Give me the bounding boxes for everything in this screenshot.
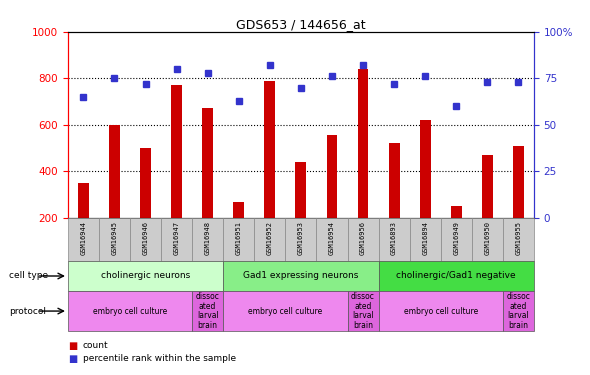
Text: GSM16954: GSM16954 (329, 221, 335, 255)
Text: dissoc
ated
larval
brain: dissoc ated larval brain (196, 292, 219, 330)
Text: protocol: protocol (9, 307, 46, 316)
Bar (68, 217, 99, 261)
Bar (316, 217, 348, 261)
Bar (192, 291, 223, 331)
Bar (409, 217, 441, 261)
Text: dissoc
ated
larval
brain: dissoc ated larval brain (351, 292, 375, 330)
Bar (223, 291, 348, 331)
Text: GSM16956: GSM16956 (360, 221, 366, 255)
Title: GDS653 / 144656_at: GDS653 / 144656_at (236, 18, 366, 31)
Bar (78, 183, 89, 218)
Bar (140, 148, 151, 217)
Bar (348, 291, 379, 331)
Text: GSM16951: GSM16951 (236, 221, 242, 255)
Bar (358, 69, 369, 218)
Text: cell type: cell type (9, 272, 48, 280)
Text: GSM16894: GSM16894 (422, 221, 428, 255)
Text: GSM16945: GSM16945 (112, 221, 117, 255)
Bar (109, 124, 120, 217)
Text: ■: ■ (68, 354, 77, 364)
Bar (513, 146, 524, 218)
Text: GSM16944: GSM16944 (80, 221, 86, 255)
Bar (326, 135, 337, 218)
Bar (68, 291, 192, 331)
Text: GSM16948: GSM16948 (205, 221, 211, 255)
Text: GSM16953: GSM16953 (298, 221, 304, 255)
Bar (419, 120, 431, 218)
Text: GSM16946: GSM16946 (143, 221, 149, 255)
Bar (264, 81, 276, 218)
Text: GSM16893: GSM16893 (391, 221, 397, 255)
Bar (472, 217, 503, 261)
Bar (482, 155, 493, 218)
Bar (233, 202, 244, 217)
Text: Gad1 expressing neurons: Gad1 expressing neurons (243, 272, 359, 280)
Bar (379, 291, 503, 331)
Bar (296, 162, 306, 218)
Bar (171, 85, 182, 218)
Text: GSM16952: GSM16952 (267, 221, 273, 255)
Bar (223, 217, 254, 261)
Bar (192, 217, 223, 261)
Text: ■: ■ (68, 341, 77, 351)
Text: embryo cell culture: embryo cell culture (93, 307, 167, 316)
Text: dissoc
ated
larval
brain: dissoc ated larval brain (506, 292, 530, 330)
Bar (379, 261, 534, 291)
Bar (130, 217, 161, 261)
Text: percentile rank within the sample: percentile rank within the sample (83, 354, 236, 363)
Text: GSM16949: GSM16949 (453, 221, 459, 255)
Text: GSM16947: GSM16947 (173, 221, 179, 255)
Text: count: count (83, 341, 108, 350)
Bar (223, 261, 379, 291)
Text: embryo cell culture: embryo cell culture (404, 307, 478, 316)
Bar (254, 217, 286, 261)
Bar (441, 217, 472, 261)
Text: cholinergic/Gad1 negative: cholinergic/Gad1 negative (396, 272, 516, 280)
Bar (286, 217, 316, 261)
Text: embryo cell culture: embryo cell culture (248, 307, 323, 316)
Bar (202, 108, 213, 217)
Bar (389, 143, 399, 218)
Bar (451, 206, 462, 218)
Bar (161, 217, 192, 261)
Text: cholinergic neurons: cholinergic neurons (101, 272, 190, 280)
Bar (503, 217, 534, 261)
Bar (68, 261, 223, 291)
Bar (348, 217, 379, 261)
Text: GSM16955: GSM16955 (516, 221, 522, 255)
Bar (503, 291, 534, 331)
Bar (379, 217, 409, 261)
Bar (99, 217, 130, 261)
Text: GSM16950: GSM16950 (484, 221, 490, 255)
